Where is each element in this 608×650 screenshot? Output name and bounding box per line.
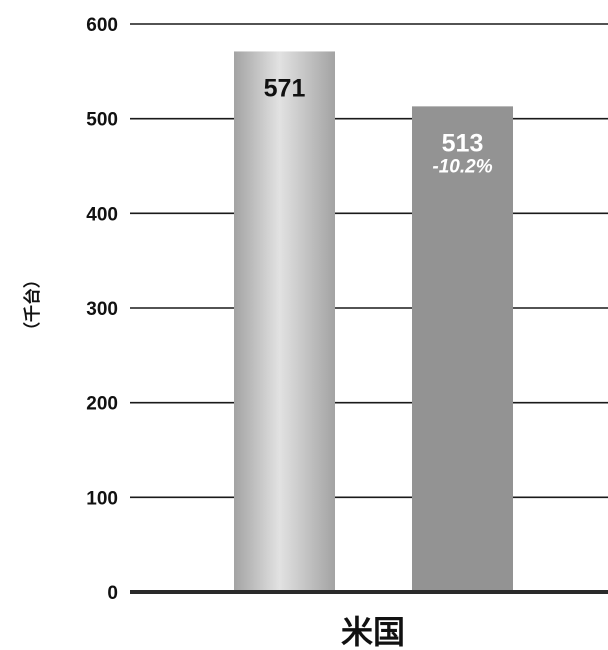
y-tick-label: 600 <box>86 15 118 36</box>
x-category-label: 米国 <box>341 613 405 650</box>
y-tick-label: 300 <box>86 299 118 320</box>
y-tick-label: 0 <box>107 583 118 604</box>
y-tick-label: 400 <box>86 204 118 225</box>
y-axis-label: （千台） <box>22 271 43 339</box>
y-tick-label: 500 <box>86 110 118 131</box>
data-label-value: 571 <box>264 74 306 102</box>
bar-1 <box>234 51 335 593</box>
data-label-change: -10.2% <box>432 156 492 177</box>
y-tick-label: 100 <box>86 488 118 509</box>
gridlines <box>130 23 608 499</box>
y-tick-label: 200 <box>86 394 118 415</box>
labels: 0 100 200 300 400 500 600 571 513-10.2% 米国 （千台） <box>22 15 493 650</box>
bars <box>234 51 513 593</box>
data-label-value: 513 <box>442 129 484 157</box>
bar-2 <box>412 106 513 593</box>
